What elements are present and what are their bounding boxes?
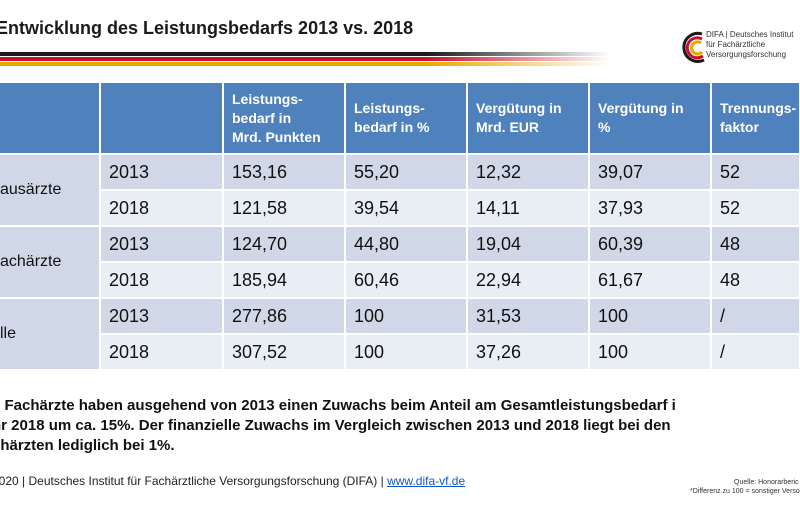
- table-cell: 61,67: [589, 262, 712, 299]
- source-note: Quelle: Honorarberic *Differenz zu 100 =…: [690, 478, 800, 496]
- header-cell-trennungsfaktor: Trennungs- faktor: [711, 83, 800, 155]
- table-header-row: Leistungs- bedarf in Mrd. Punkten Leistu…: [0, 83, 800, 155]
- flag-stripe-red: [0, 57, 610, 61]
- header-line: bedarf in: [232, 109, 292, 126]
- table-cell: 2013: [100, 226, 224, 263]
- footer: 2020 | Deutsches Institut für Fachärztli…: [0, 474, 465, 488]
- header-line: bedarf in %: [354, 119, 430, 135]
- header-cell-verguetung-eur: Vergütung in Mrd. EUR: [467, 83, 590, 155]
- table-cell: /: [711, 334, 800, 371]
- footer-link[interactable]: www.difa-vf.de: [387, 474, 466, 488]
- summary-line-3: chärzten lediglich bei 1%.: [0, 437, 175, 454]
- header-line: Leistungs-: [354, 100, 425, 116]
- header-line: Mrd. EUR: [476, 119, 539, 135]
- header-cell-verguetung-prozent: Vergütung in %: [589, 83, 712, 155]
- header-line: Vergütung in: [476, 100, 562, 116]
- table-cell: 100: [345, 298, 468, 335]
- table-cell: 100: [589, 334, 712, 371]
- table-cell: 22,94: [467, 262, 590, 299]
- table-row: achärzte 2013 124,70 44,80 19,04 60,39 4…: [0, 226, 800, 299]
- leistungsbedarf-table: Leistungs- bedarf in Mrd. Punkten Leistu…: [0, 83, 800, 371]
- table-cell: 19,04: [467, 226, 590, 263]
- table-cell: 2018: [100, 190, 224, 227]
- table-row: 2018 307,52 100 37,26 100 /: [0, 334, 800, 371]
- logo-text: DIFA | Deutsches Institut für Fachärztli…: [706, 30, 793, 60]
- table-cell: 2013: [100, 298, 224, 335]
- header-line: Vergütung in: [598, 100, 684, 116]
- source-line-1: Quelle: Honorarberic: [734, 479, 799, 486]
- header-line: %: [598, 119, 611, 135]
- table-cell: 60,39: [589, 226, 712, 263]
- table-cell: 39,54: [345, 190, 468, 227]
- source-line-2: *Differenz zu 100 = sonstiger Versorg: [690, 488, 800, 495]
- group-label-hausaerzte: ausärzte: [0, 154, 101, 227]
- header-line: faktor: [720, 119, 759, 135]
- summary-text: e Fachärzte haben ausgehend von 2013 ein…: [0, 396, 800, 456]
- table-cell: 277,86: [223, 298, 346, 335]
- table-cell: 12,32: [467, 154, 590, 191]
- table-cell: 37,26: [467, 334, 590, 371]
- table-cell: 185,94: [223, 262, 346, 299]
- flag-stripe-gold: [0, 62, 610, 66]
- table-cell: 100: [345, 334, 468, 371]
- table-cell: 37,93: [589, 190, 712, 227]
- table-cell: 52: [711, 190, 800, 227]
- table-row: 2018 185,94 60,46 22,94 61,67 48: [0, 262, 800, 299]
- table-cell: 39,07: [589, 154, 712, 191]
- table-cell: /: [711, 298, 800, 335]
- table-cell: 48: [711, 226, 800, 263]
- table-cell: 60,46: [345, 262, 468, 299]
- group-label-alle: lle: [0, 298, 101, 371]
- header-line: Mrd. Punkten: [232, 128, 321, 145]
- difa-logo-icon: [682, 31, 705, 63]
- header-cell-year: [100, 83, 224, 155]
- table-cell: 14,11: [467, 190, 590, 227]
- logo-line-2: für Fachärztliche: [706, 40, 766, 49]
- table-cell: 2013: [100, 154, 224, 191]
- table-cell: 2018: [100, 334, 224, 371]
- table-cell: 121,58: [223, 190, 346, 227]
- table-cell: 52: [711, 154, 800, 191]
- table-row: 2018 121,58 39,54 14,11 37,93 52: [0, 190, 800, 227]
- header-line: Leistungs-: [232, 90, 303, 107]
- header-cell-leistungsbedarf-punkte: Leistungs- bedarf in Mrd. Punkten: [223, 83, 346, 155]
- flag-stripe-black: [0, 52, 610, 56]
- table-row: lle 2013 277,86 100 31,53 100 /: [0, 298, 800, 371]
- table-cell: 48: [711, 262, 800, 299]
- group-label-fachaerzte: achärzte: [0, 226, 101, 299]
- table-cell: 2018: [100, 262, 224, 299]
- logo-line-1: DIFA | Deutsches Institut: [706, 30, 794, 39]
- header-line: Trennungs-: [720, 100, 797, 116]
- table-row: ausärzte 2013 153,16 55,20 12,32 39,07 5…: [0, 154, 800, 227]
- table-cell: 44,80: [345, 226, 468, 263]
- table-cell: 55,20: [345, 154, 468, 191]
- table-cell: 153,16: [223, 154, 346, 191]
- header-cell-group: [0, 83, 101, 155]
- summary-line-2: hr 2018 um ca. 15%. Der finanzielle Zuwa…: [0, 417, 671, 434]
- footer-text: 2020 | Deutsches Institut für Fachärztli…: [0, 474, 388, 488]
- header-cell-leistungsbedarf-prozent: Leistungs- bedarf in %: [345, 83, 468, 155]
- summary-line-1: e Fachärzte haben ausgehend von 2013 ein…: [0, 397, 676, 414]
- table-cell: 31,53: [467, 298, 590, 335]
- table-cell: 100: [589, 298, 712, 335]
- page-title: Entwicklung des Leistungsbedarfs 2013 vs…: [0, 18, 414, 38]
- difa-logo: DIFA | Deutsches Institut für Fachärztli…: [678, 28, 800, 68]
- table-cell: 307,52: [223, 334, 346, 371]
- logo-line-3: Versorgungsforschung: [706, 50, 787, 59]
- table-cell: 124,70: [223, 226, 346, 263]
